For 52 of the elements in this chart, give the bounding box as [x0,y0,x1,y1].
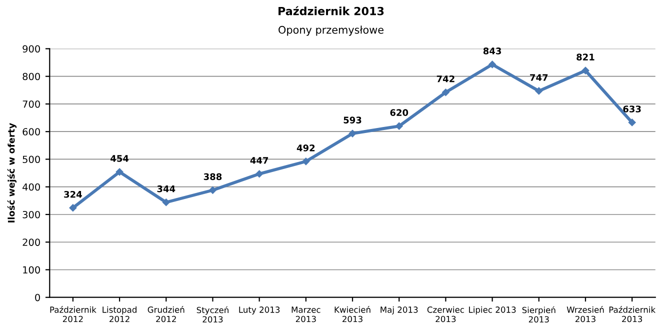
y-tick-label: 300 [22,210,40,218]
point [209,186,216,194]
data-label: 620 [390,109,408,116]
point [442,88,450,96]
y-tick-label: 400 [22,183,40,191]
x-tick-label: Maj 2013 [380,306,418,314]
data-label: 843 [483,48,502,54]
data-label: 324 [64,190,82,198]
chart-title: Październik 2013 [278,6,384,16]
y-axis-title: Ilość wejść w oferty [7,123,17,222]
y-tick-label: 600 [22,128,40,136]
point [488,60,496,68]
x-tick-label: Marzec 2013 [292,306,320,322]
y-tick-label: 100 [23,266,40,274]
x-tick-label: Kwiecień 2013 [334,306,370,322]
point [628,118,636,126]
x-tick-label: Styczeń 2013 [196,306,228,323]
y-tick-label: 500 [22,156,40,164]
data-label: 344 [157,185,176,192]
data-label: 593 [344,116,362,124]
data-label: 821 [576,54,594,60]
y-tick-label: 800 [22,72,40,80]
data-label: 747 [530,74,548,81]
x-tick-label: Październik 2012 [50,306,96,322]
y-tick-label: 0 [35,294,40,302]
x-tick-label: Luty 2013 [239,306,280,314]
x-tick-label: Wrzesień 2013 [566,306,604,322]
data-label: 492 [296,144,315,152]
chart-subtitle: Opony przemysłowe [278,26,384,36]
point [162,198,170,206]
point [535,87,543,95]
x-tick-label: Grudzień 2012 [148,306,184,322]
point [69,204,77,212]
point [395,122,403,130]
x-tick-label: Październik 2013 [609,306,656,322]
x-tick-label: Sierpień 2013 [522,306,556,323]
x-tick-label: Lipiec 2013 [469,306,516,314]
data-label: 633 [623,106,641,112]
data-label: 742 [436,75,454,82]
point [116,168,124,176]
y-tick-label: 700 [22,100,40,108]
y-tick-label: 900 [22,45,40,53]
data-label: 454 [110,155,129,162]
y-tick-label: 200 [22,238,40,246]
data-label: 388 [204,173,222,180]
point [302,158,310,166]
point [348,130,356,138]
x-tick-label: Czerwiec 2013 [427,306,464,322]
data-label: 447 [250,157,268,164]
point [256,170,263,178]
point [582,66,590,74]
x-tick-label: Listopad 2012 [102,306,136,322]
